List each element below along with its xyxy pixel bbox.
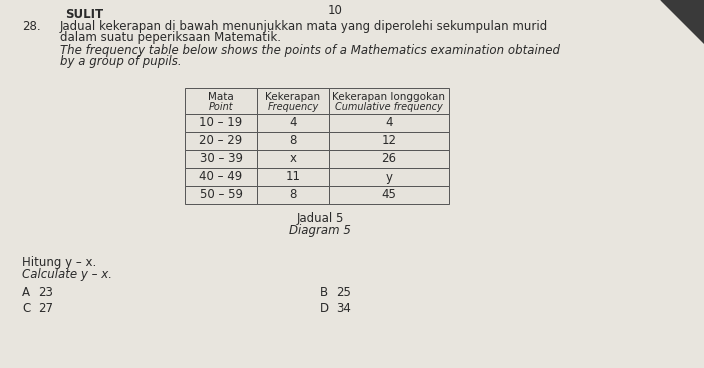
Text: 50 – 59: 50 – 59 <box>199 188 242 202</box>
Bar <box>257 88 329 114</box>
Text: 26: 26 <box>382 152 396 166</box>
Text: 34: 34 <box>336 302 351 315</box>
Text: Hitung y – x.: Hitung y – x. <box>22 256 96 269</box>
Text: 4: 4 <box>385 117 393 130</box>
Bar <box>257 168 329 186</box>
Bar <box>185 88 257 114</box>
Text: 27: 27 <box>38 302 53 315</box>
Text: 45: 45 <box>382 188 396 202</box>
Text: 4: 4 <box>289 117 297 130</box>
Bar <box>185 114 257 132</box>
Bar <box>185 132 257 150</box>
Polygon shape <box>660 0 704 75</box>
Text: 10 – 19: 10 – 19 <box>199 117 243 130</box>
Text: y: y <box>386 170 393 184</box>
Text: Mata: Mata <box>208 92 234 102</box>
Text: SULIT: SULIT <box>65 8 103 21</box>
Text: 8: 8 <box>289 134 296 148</box>
Bar <box>329 150 449 168</box>
Bar <box>329 88 449 114</box>
Text: A: A <box>22 286 30 299</box>
Text: 8: 8 <box>289 188 296 202</box>
Text: 28.: 28. <box>22 20 41 33</box>
Text: Calculate y – x.: Calculate y – x. <box>22 268 112 281</box>
Text: by a group of pupils.: by a group of pupils. <box>60 55 182 68</box>
Text: 25: 25 <box>336 286 351 299</box>
Text: 10: 10 <box>327 4 342 17</box>
Bar <box>257 132 329 150</box>
Text: dalam suatu peperiksaan Matematik.: dalam suatu peperiksaan Matematik. <box>60 31 281 44</box>
Bar <box>257 186 329 204</box>
Text: Kekerapan: Kekerapan <box>265 92 320 102</box>
Text: Point: Point <box>208 102 233 112</box>
Text: Frequency: Frequency <box>268 102 319 112</box>
Bar <box>185 168 257 186</box>
Bar <box>329 168 449 186</box>
Text: 11: 11 <box>286 170 301 184</box>
Text: x: x <box>289 152 296 166</box>
Bar <box>257 114 329 132</box>
Text: B: B <box>320 286 328 299</box>
Bar <box>185 186 257 204</box>
Text: C: C <box>22 302 30 315</box>
Text: Jadual kekerapan di bawah menunjukkan mata yang diperolehi sekumpulan murid: Jadual kekerapan di bawah menunjukkan ma… <box>60 20 548 33</box>
Text: Diagram 5: Diagram 5 <box>289 224 351 237</box>
Bar <box>329 132 449 150</box>
Text: The frequency table below shows the points of a Mathematics examination obtained: The frequency table below shows the poin… <box>60 44 560 57</box>
Text: D: D <box>320 302 329 315</box>
Text: 40 – 49: 40 – 49 <box>199 170 243 184</box>
Text: 23: 23 <box>38 286 53 299</box>
Bar <box>329 114 449 132</box>
Text: 20 – 29: 20 – 29 <box>199 134 243 148</box>
Text: Kekerapan longgokan: Kekerapan longgokan <box>332 92 446 102</box>
Text: 12: 12 <box>382 134 396 148</box>
Text: 30 – 39: 30 – 39 <box>199 152 242 166</box>
Bar <box>185 150 257 168</box>
Bar <box>329 186 449 204</box>
Text: Cumulative frequency: Cumulative frequency <box>335 102 443 112</box>
Text: Jadual 5: Jadual 5 <box>296 212 344 225</box>
Bar <box>257 150 329 168</box>
